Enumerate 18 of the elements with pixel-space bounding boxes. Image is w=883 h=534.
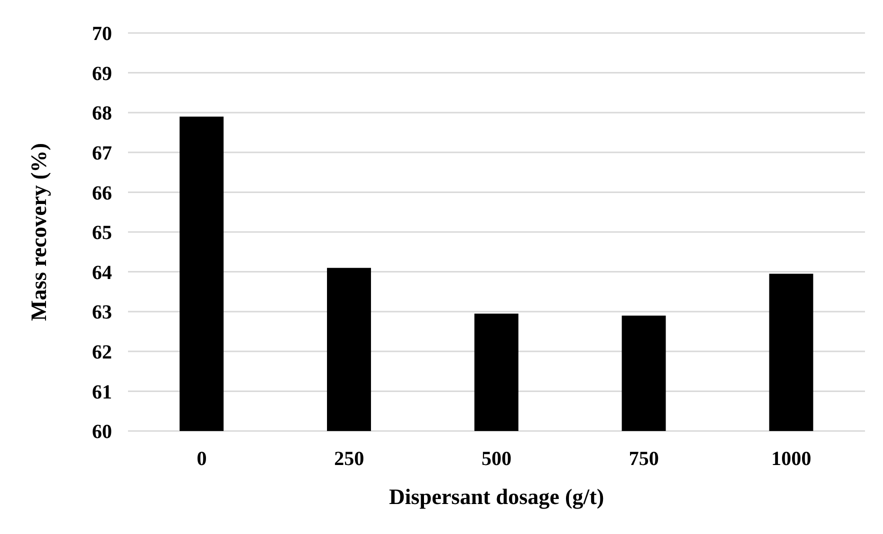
y-tick-label: 62	[92, 342, 112, 364]
y-tick-label: 63	[92, 302, 112, 324]
x-tick-label: 1000	[771, 448, 812, 470]
y-tick-label: 68	[92, 102, 112, 125]
y-tick-label: 66	[92, 182, 112, 204]
x-tick-label: 500	[482, 448, 512, 470]
y-tick-label: 65	[92, 222, 112, 244]
y-tick-label: 61	[92, 381, 112, 404]
y-tick-label: 64	[92, 262, 112, 284]
y-axis-title: Mass recovery (%)	[26, 143, 51, 321]
x-tick-label: 0	[196, 448, 207, 470]
x-tick-label: 750	[628, 448, 659, 470]
y-tick-label: 67	[92, 142, 112, 164]
y-tick-label: 70	[92, 23, 112, 46]
x-axis-title: Dispersant dosage (g/t)	[388, 484, 604, 509]
y-tick-label: 69	[92, 62, 112, 85]
x-tick-label: 250	[334, 448, 364, 470]
y-tick-label: 60	[92, 421, 112, 444]
